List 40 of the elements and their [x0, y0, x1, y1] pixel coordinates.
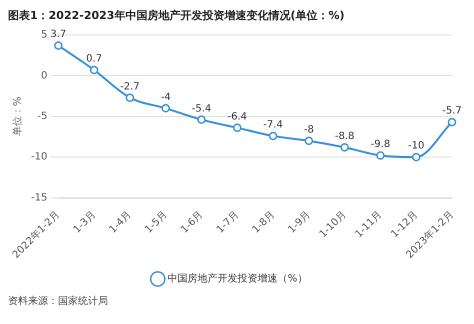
- x-tick-label: 1-5月: [143, 209, 170, 236]
- data-label: -6.4: [228, 111, 248, 122]
- data-label: -4: [160, 92, 171, 103]
- y-tick-label: 5: [40, 30, 48, 41]
- x-tick-label: 1-7月: [214, 209, 242, 236]
- y-tick-label: -10: [30, 152, 48, 163]
- point: [304, 136, 314, 146]
- x-tick-label: 1-8月: [250, 209, 278, 236]
- x-tick-label: 1-6月: [179, 209, 206, 236]
- data-label: -2.7: [120, 81, 140, 92]
- point: [340, 143, 349, 152]
- x-tick-label: 1-9月: [286, 209, 313, 236]
- point: [90, 66, 98, 74]
- data-label: -8.8: [334, 130, 354, 142]
- point: [161, 104, 170, 113]
- point: [268, 132, 278, 140]
- point: [54, 41, 63, 50]
- x-tick-label: 1-3月: [72, 209, 98, 236]
- text: 资料来源：国家统计局: [8, 294, 109, 308]
- y-tick-label: -5: [37, 111, 48, 122]
- y-tick-label: -15: [30, 192, 48, 204]
- point: [412, 152, 420, 162]
- point: [197, 115, 206, 124]
- data-label: 0.7: [86, 54, 102, 65]
- data-label: -5.7: [442, 106, 462, 117]
- point: [376, 151, 385, 160]
- chart-title: 图表1：2022-2023年中国房地产开发投资增速变化情况(单位：%): [8, 8, 346, 24]
- point: [233, 124, 242, 132]
- data-label: 3.7: [50, 29, 66, 40]
- y-tick-label: 0: [40, 70, 48, 82]
- data-label: -10: [408, 140, 424, 152]
- point: [448, 118, 456, 126]
- legend-label: 中国房地产开发投资增速（%）: [168, 272, 308, 285]
- data-label: -5.4: [192, 103, 212, 114]
- y-axis-title: 单位：%: [12, 96, 24, 136]
- point: [126, 93, 134, 102]
- data-label: -7.4: [263, 120, 283, 131]
- data-label: -9.8: [370, 139, 390, 150]
- x-tick-label: 1-4月: [107, 209, 134, 236]
- data-label: -8: [304, 124, 314, 136]
